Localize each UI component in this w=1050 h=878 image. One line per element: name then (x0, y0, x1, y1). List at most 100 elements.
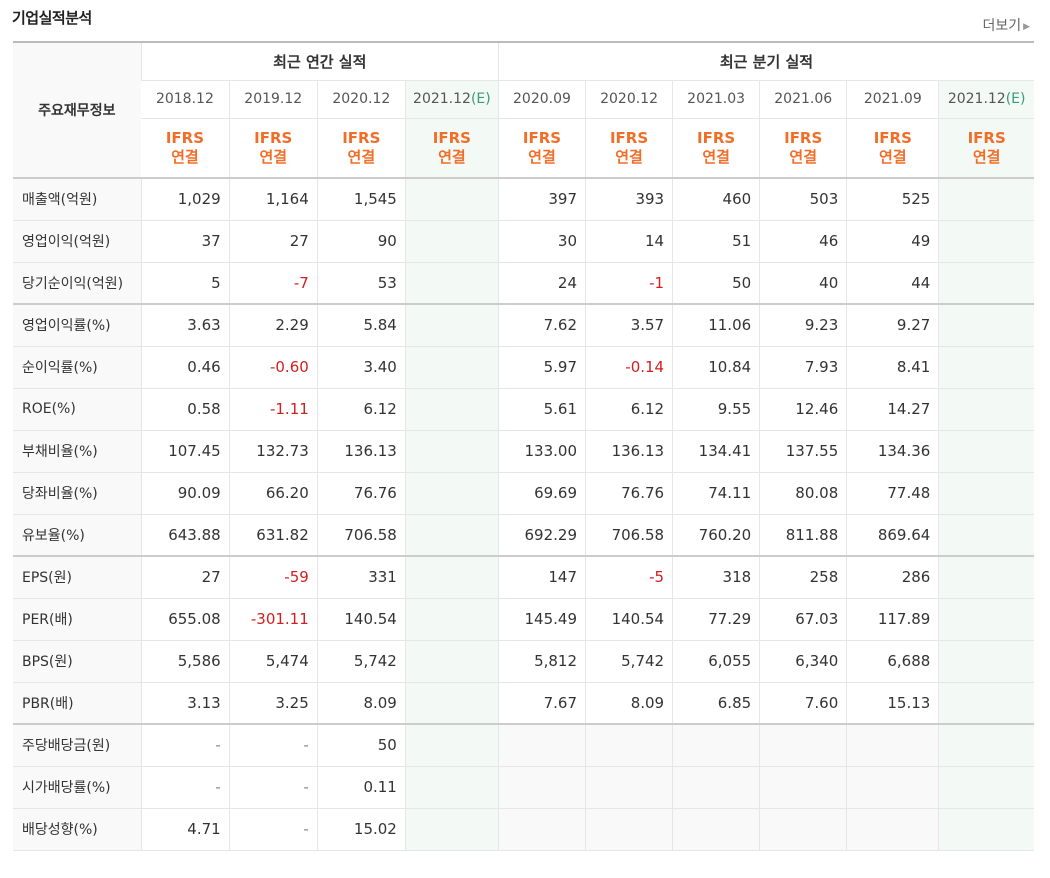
table-cell: 525 (846, 177, 939, 221)
table-row: 유보율(%) 643.88 631.82 706.58 692.29 706.58 760.… (13, 514, 1034, 557)
row-label: 당기순이익(억원) (13, 262, 142, 305)
table-cell (404, 472, 499, 515)
table-cell: 286 (846, 555, 939, 599)
table-cell: - (228, 723, 318, 767)
table-cell (585, 723, 673, 767)
period-header: 2021.06 (759, 80, 847, 119)
table-cell: 6,340 (759, 640, 847, 683)
table-cell: 3.63 (140, 303, 230, 347)
period-header: 2021.03 (672, 80, 760, 119)
table-cell: 692.29 (497, 514, 586, 557)
table-row: 영업이익(억원) 37 27 90 30 14 51 46 49 (13, 220, 1034, 263)
period-label: 2018.12 (155, 91, 214, 107)
period-label: 2021.03 (687, 91, 746, 107)
table-cell: 24 (497, 262, 586, 305)
table-cell: 5,742 (585, 640, 673, 683)
table-row: 순이익률(%) 0.46 -0.60 3.40 5.97 -0.14 10.84 7.93 8.… (13, 346, 1034, 389)
period-label: 2021.12 (413, 91, 471, 107)
ifrs-label: IFRS (609, 128, 649, 147)
ifrs-basis-label: IFRS 연결 (316, 118, 406, 179)
table-cell (672, 766, 760, 809)
table-cell (404, 598, 499, 641)
consolidated-label: 연결 (347, 147, 376, 166)
ifrs-label: IFRS (784, 128, 823, 147)
row-label: 당좌비율(%) (13, 472, 142, 515)
table-cell: 11.06 (672, 303, 760, 347)
table-cell: 331 (316, 555, 406, 599)
table-cell: 140.54 (316, 598, 406, 641)
table-cell (938, 640, 1034, 683)
table-cell: 140.54 (585, 598, 673, 641)
period-header: 2021.12(E) (938, 80, 1034, 119)
table-cell: 1,545 (316, 177, 406, 221)
table-cell: 5,812 (497, 640, 586, 683)
table-cell: 27 (228, 220, 318, 263)
row-label: EPS(원) (13, 555, 142, 599)
table-cell: - (228, 766, 318, 809)
table-cell: 134.41 (672, 430, 760, 473)
table-cell (846, 723, 939, 767)
period-label: 2021.09 (863, 91, 922, 107)
ifrs-label: IFRS (697, 128, 736, 147)
table-cell: 132.73 (228, 430, 318, 473)
row-label: PBR(배) (13, 682, 142, 725)
table-row: 부채비율(%) 107.45 132.73 136.13 133.00 136.13 134… (13, 430, 1034, 473)
row-label: 주당배당금(원) (13, 723, 142, 767)
table-cell: 15.13 (846, 682, 939, 725)
table-cell: 3.40 (316, 346, 406, 389)
ifrs-label: IFRS (967, 128, 1006, 147)
period-label: 2021.12 (947, 91, 1006, 107)
row-label: ROE(%) (13, 388, 142, 431)
table-cell: 8.09 (316, 682, 406, 725)
table-cell (404, 555, 499, 599)
table-cell: 136.13 (585, 430, 673, 473)
table-row: BPS(원) 5,586 5,474 5,742 5,812 5,742 6,055 6,34… (13, 640, 1034, 683)
table-cell (938, 220, 1034, 263)
table-cell: 10.84 (672, 346, 760, 389)
table-cell (404, 723, 499, 767)
table-cell: 318 (672, 555, 760, 599)
table-cell: - (140, 723, 230, 767)
table-cell: 631.82 (228, 514, 318, 557)
consolidated-label: 연결 (972, 147, 1001, 166)
table-row: 주당배당금(원) - -50 (13, 723, 1034, 767)
table-cell (404, 640, 499, 683)
more-link[interactable]: 더보기 ▶ (982, 15, 1030, 35)
consolidated-label: 연결 (438, 147, 466, 166)
period-label: 2020.09 (513, 91, 571, 107)
period-label: 2020.12 (600, 91, 658, 107)
period-header: 2021.12(E) (404, 80, 499, 119)
table-cell: 40 (759, 262, 847, 305)
table-cell (938, 555, 1034, 599)
table-cell: -5 (585, 555, 673, 599)
estimate-mark: (E) (1005, 91, 1026, 107)
ifrs-basis-label: IFRS 연결 (585, 118, 673, 179)
section-title: 기업실적분석 (12, 9, 92, 27)
table-cell: 9.27 (846, 303, 939, 347)
table-cell (938, 303, 1034, 347)
table-cell (404, 682, 499, 725)
table-cell: 44 (846, 262, 939, 305)
table-cell: -1.11 (228, 388, 318, 431)
table-cell: 134.36 (846, 430, 939, 473)
period-header: 2021.09 (846, 80, 939, 119)
ifrs-label: IFRS (342, 128, 381, 147)
table-cell (672, 808, 760, 851)
table-cell: 9.55 (672, 388, 760, 431)
table-cell: 80.08 (759, 472, 847, 515)
row-label: BPS(원) (13, 640, 142, 683)
table-cell: 74.11 (672, 472, 760, 515)
table-row: ROE(%) 0.58 -1.11 6.12 5.61 6.12 9.55 12.46 14.2… (13, 388, 1034, 431)
table-cell: - (140, 766, 230, 809)
table-cell: 90 (316, 220, 406, 263)
corner-label: 주요재무정보 (13, 41, 142, 179)
consolidated-label: 연결 (789, 147, 818, 166)
quarter-header: 최근 분기 실적 (497, 41, 1034, 81)
table-cell: 5 (140, 262, 230, 305)
ifrs-label: IFRS (873, 128, 912, 147)
table-cell (404, 766, 499, 809)
table-cell: 77.48 (846, 472, 939, 515)
consolidated-label: 연결 (259, 147, 288, 166)
table-cell: 1,164 (228, 177, 318, 221)
table-cell: 50 (316, 723, 406, 767)
